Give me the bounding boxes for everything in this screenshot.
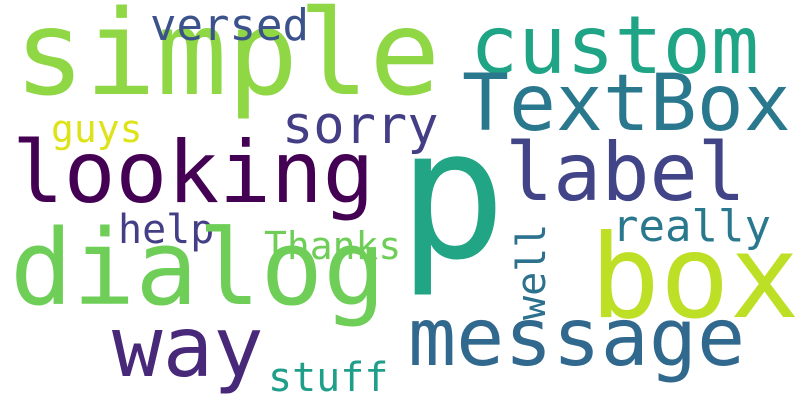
word-message: message [408,291,746,384]
word-thanks: Thanks [264,224,402,268]
word-dialog: dialog [10,207,386,329]
word-help: help [118,207,215,253]
word-looking: looking [12,123,375,223]
word-textbox: TextBox [462,59,791,149]
word-custom: custom [470,0,759,92]
word-simple: simple [14,0,441,122]
word-label: label [505,126,746,219]
word-versed: versed [150,0,309,51]
word-really: really [612,201,771,252]
word-p: p [398,91,507,300]
word-guys: guys [51,107,143,151]
word-stuff: stuff [268,355,389,400]
word-sorry: sorry [282,96,439,156]
word-way: way [112,298,264,396]
word-box: box [590,210,800,345]
